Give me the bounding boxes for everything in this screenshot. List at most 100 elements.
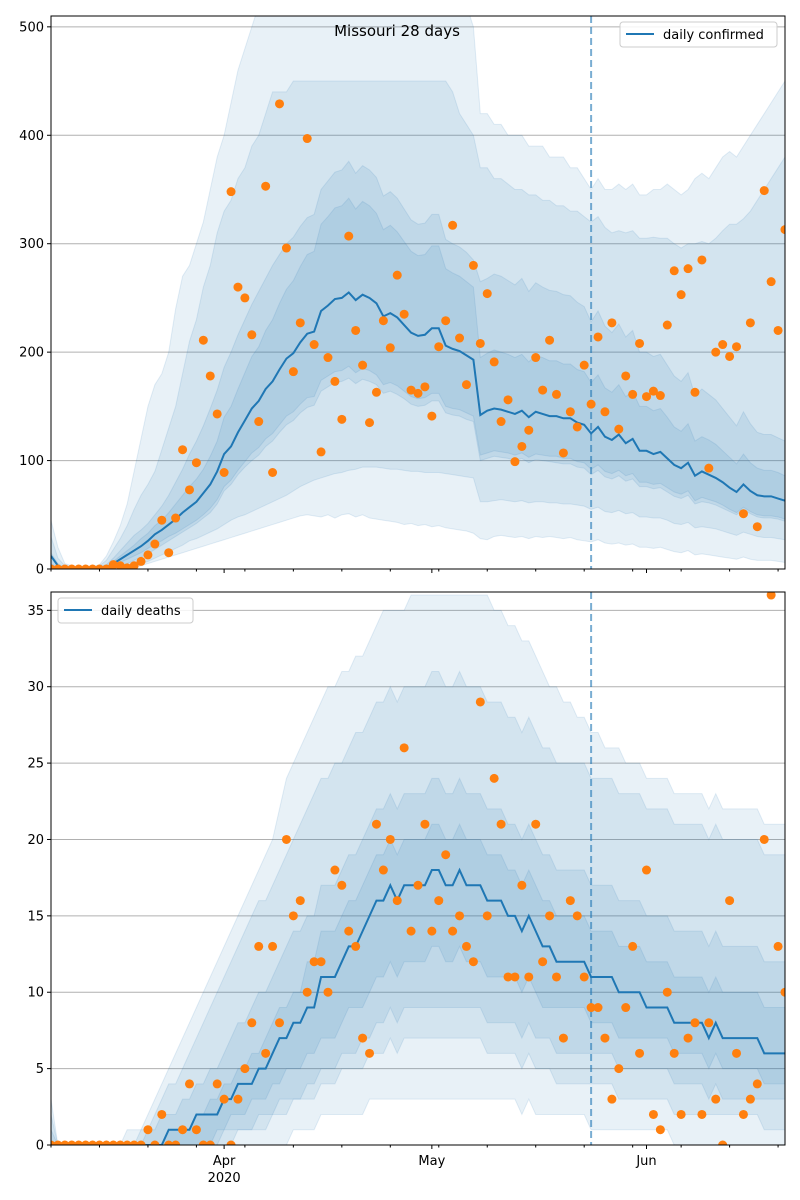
data-point (773, 325, 783, 335)
data-point (655, 391, 665, 401)
data-point (81, 564, 91, 569)
data-point (275, 1018, 285, 1028)
data-point (718, 1140, 728, 1145)
data-point (434, 342, 444, 352)
data-point (150, 539, 160, 549)
data-point (351, 941, 361, 951)
data-point (738, 509, 748, 519)
data-point (81, 1140, 91, 1145)
data-point (392, 896, 402, 906)
y-tick-label: 25 (27, 757, 44, 772)
y-tick-label: 30 (27, 680, 44, 695)
data-point (558, 1033, 568, 1043)
data-point (635, 1048, 645, 1058)
data-point (572, 422, 582, 432)
data-point (752, 522, 762, 532)
data-point (365, 1048, 375, 1058)
data-point (53, 564, 63, 569)
panel-daily-deaths: 0 5 10 15 20 25 30 35 Apr 2020 May Jun daily death… (27, 591, 786, 1186)
uncertainty-band (51, 777, 785, 1145)
data-point (524, 425, 534, 435)
data-point (164, 1140, 174, 1145)
data-point (129, 1140, 139, 1145)
data-point (551, 972, 561, 982)
data-point (74, 564, 84, 569)
data-point (455, 911, 465, 921)
data-point (295, 896, 305, 906)
data-point (752, 1079, 762, 1089)
data-point (538, 957, 548, 967)
data-point (420, 382, 430, 392)
data-point (212, 409, 222, 419)
data-point (261, 1048, 271, 1058)
uncertainty-bands (51, 594, 785, 1145)
data-point (60, 564, 70, 569)
data-point (780, 987, 785, 997)
data-point (129, 561, 139, 569)
y-tick-label: 5 (36, 1062, 44, 1077)
data-point (337, 880, 347, 890)
data-point (385, 343, 395, 353)
data-point (773, 941, 783, 951)
data-point (191, 458, 201, 468)
data-point (766, 592, 776, 600)
y-tick-label: 15 (27, 909, 44, 924)
data-point (94, 1140, 104, 1145)
data-point (67, 564, 77, 569)
data-point (247, 330, 257, 340)
data-point (593, 332, 603, 342)
data-point (648, 1109, 658, 1119)
data-point (88, 564, 98, 569)
x-axis-ticks: Apr 2020 May Jun (50, 1145, 779, 1186)
data-point (600, 1033, 610, 1043)
y-axis-ticks: 0 100 200 300 400 500 (19, 20, 51, 578)
data-point (517, 880, 527, 890)
legend-label: daily deaths (101, 604, 181, 619)
data-point (607, 318, 617, 328)
y-tick-label: 500 (19, 20, 44, 35)
data-point (468, 957, 478, 967)
data-point (510, 972, 520, 982)
data-point (669, 1048, 679, 1058)
data-point (67, 1140, 77, 1145)
data-point (406, 926, 416, 936)
data-point (344, 926, 354, 936)
data-point (635, 338, 645, 348)
y-tick-label: 10 (27, 986, 44, 1001)
uncertainty-bands (51, 16, 785, 569)
uncertainty-band (51, 160, 785, 569)
legend: daily confirmed (619, 21, 778, 48)
data-point (697, 255, 707, 265)
data-point (385, 834, 395, 844)
data-point (233, 1094, 243, 1104)
data-point (60, 1140, 70, 1145)
data-point (122, 563, 132, 569)
data-point (191, 1125, 201, 1135)
data-point (759, 186, 769, 196)
data-point (704, 463, 714, 473)
data-point (226, 1140, 236, 1145)
data-point (745, 318, 755, 328)
data-point (316, 957, 326, 967)
data-point (531, 819, 541, 829)
data-point (101, 564, 111, 569)
data-point (683, 1033, 693, 1043)
data-point (122, 1140, 132, 1145)
data-point (489, 773, 499, 783)
data-point (288, 911, 298, 921)
data-point (323, 353, 333, 363)
data-point (482, 289, 492, 299)
data-point (545, 335, 555, 345)
data-point (531, 353, 541, 363)
data-point (101, 1140, 111, 1145)
legend: daily deaths (57, 597, 194, 624)
y-tick-label: 0 (36, 563, 44, 578)
legend-box (619, 21, 778, 48)
data-point (621, 1003, 631, 1013)
data-point (240, 1064, 250, 1074)
data-point (732, 1048, 742, 1058)
data-point (316, 447, 326, 457)
data-point (503, 972, 513, 982)
data-point (157, 1109, 167, 1119)
data-point (171, 1140, 181, 1145)
